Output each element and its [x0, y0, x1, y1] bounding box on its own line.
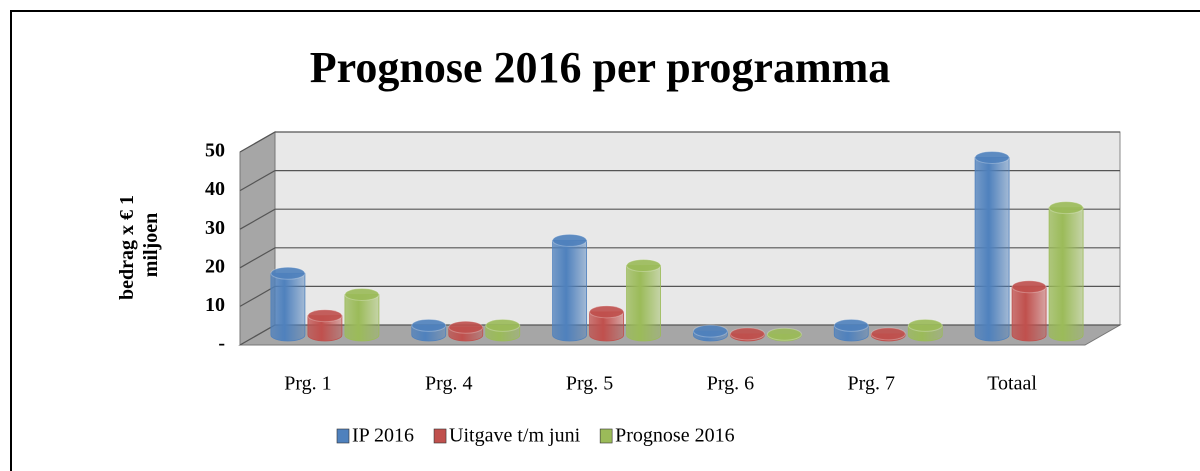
bar: [626, 265, 661, 342]
side-wall: [239, 131, 276, 346]
bar: [307, 315, 343, 342]
y-tick-label: 30: [205, 217, 225, 239]
bar-top: [692, 324, 728, 338]
x-tick-label: Totaal: [987, 373, 1037, 395]
grid-line: [239, 170, 1120, 192]
y-tick-label: 10: [205, 294, 225, 316]
bar-top: [1011, 280, 1047, 294]
bar: [1011, 286, 1047, 342]
legend-label: Prognose 2016: [615, 425, 734, 447]
bar-top: [411, 318, 447, 332]
x-tick-label: Prg. 1: [284, 373, 331, 395]
y-axis-label-line: miljoen: [140, 213, 162, 277]
grid-line: [239, 131, 1120, 153]
bar: [974, 157, 1010, 342]
legend-label: IP 2016: [352, 425, 414, 447]
bar-top: [307, 309, 343, 323]
bar-top: [766, 327, 802, 341]
bar-top: [870, 327, 906, 341]
bar-top: [974, 150, 1010, 164]
bar-top: [552, 233, 588, 247]
legend-swatch: [433, 428, 447, 444]
bar: [344, 294, 380, 342]
bar-top: [589, 305, 625, 319]
bar-top: [485, 318, 521, 332]
y-tick-label: 40: [205, 178, 225, 200]
x-tick-label: Prg. 7: [848, 373, 895, 395]
bar-top: [270, 266, 306, 280]
bar-top: [907, 318, 943, 332]
x-tick-label: Prg. 5: [566, 373, 613, 395]
bar-top: [344, 287, 380, 301]
y-tick-label: 50: [205, 140, 225, 162]
grid-line: [239, 247, 1120, 269]
bar: [270, 272, 306, 342]
bar-top: [833, 318, 869, 332]
y-axis-label: bedrag x € 1 miljoen: [116, 190, 162, 300]
legend-label: Uitgave t/m juni: [449, 425, 581, 447]
bar-top: [729, 327, 765, 341]
bar: [552, 240, 587, 342]
bar: [1048, 207, 1084, 342]
y-tick-label: -: [218, 333, 225, 355]
legend-swatch: [599, 428, 613, 444]
bar: [589, 311, 624, 342]
x-tick-label: Prg. 4: [425, 373, 472, 395]
grid-line: [239, 208, 1120, 230]
legend-swatch: [336, 428, 350, 444]
x-tick-label: Prg. 6: [707, 373, 754, 395]
bar-top: [1048, 201, 1084, 215]
chart-title: Prognose 2016 per programma: [310, 43, 891, 92]
bar-top: [626, 259, 662, 273]
y-tick-label: 20: [205, 255, 225, 277]
bar-top: [448, 320, 484, 334]
y-axis-label-line: bedrag x € 1: [116, 195, 138, 300]
